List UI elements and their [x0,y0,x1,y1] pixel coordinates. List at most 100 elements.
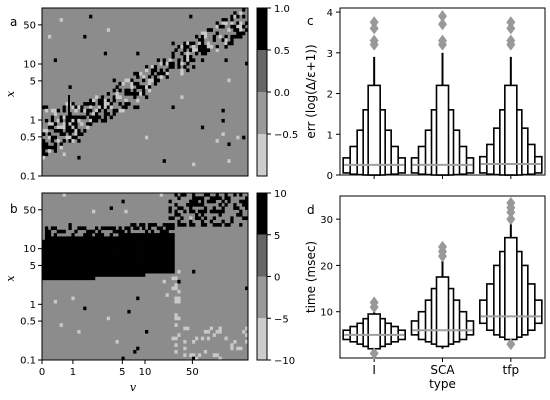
heatmap-cell [121,105,125,110]
heatmap-cell [200,199,205,204]
heatmap-cell [124,102,128,106]
heatmap-cell [56,246,60,251]
heatmap-cell [212,206,216,210]
heatmap-cell [124,273,128,277]
heatmap-cell [53,243,58,247]
heatmap-cell [106,256,110,261]
heatmap-cell [118,102,122,106]
heatmap-cell [139,239,143,244]
heatmap-cell [147,243,152,247]
heatmap-cell [162,263,166,267]
heatmap-cell [94,263,99,267]
y-tick-label: 10 [23,244,36,255]
heatmap-cell [130,266,134,271]
heatmap-cell [97,105,102,110]
heatmap-cell [145,253,149,257]
heatmap-cell [150,256,155,261]
heatmap-cell [59,246,63,251]
colorbar-level [257,234,267,277]
heatmap-cell [59,243,63,247]
heatmap-cell [62,266,66,271]
heatmap-cell [156,58,161,63]
heatmap-cell [62,193,66,197]
heatmap-cell [112,249,116,254]
heatmap-cell [153,233,158,237]
x-tick-label: 0 [39,367,45,378]
heatmap-cell [89,276,93,281]
heatmap-cell [80,246,84,251]
heatmap-cell [165,226,169,231]
heatmap-cell [189,199,193,204]
heatmap-cell [230,24,234,29]
heatmap-cell [112,108,116,113]
heatmap-cell [156,263,161,267]
heatmap-cell [150,233,155,237]
heatmap-cell [44,152,49,157]
heatmap-cell [153,75,158,79]
heatmap-cell [53,145,58,150]
panel-c: 0 1 2 3 4 err (log(Δ/ε+1)) [304,7,546,182]
y-tick-label: 0.5 [20,317,36,328]
heatmap-cell [147,75,152,79]
heatmap-cell [165,253,169,257]
heatmap-cell [209,209,213,214]
heatmap-cell [124,226,128,231]
heatmap-cell [112,236,116,241]
heatmap-cell [242,8,246,12]
heatmap-cell [80,105,84,110]
heatmap-cell [83,128,87,133]
heatmap-cell [56,125,60,130]
heatmap-cell [136,269,140,274]
heatmap-cell [224,58,228,63]
heatmap-cell [100,249,105,254]
heatmap-cells [42,193,249,361]
heatmap-cell [65,102,69,106]
panel-d: 10 20 30 time (msec) I SCA tfp type [304,195,546,391]
heatmap-cell [233,339,237,344]
heatmap-cell [74,115,78,120]
heatmap-cell [77,329,81,334]
heatmap-cell [239,34,243,39]
heatmap-cell [74,246,78,251]
heatmap-cell [103,226,108,231]
heatmap-cell [130,249,134,254]
heatmap-cell [142,85,146,89]
heatmap-cell [44,118,49,123]
heatmap-cell [212,196,216,200]
heatmap-cell [68,236,72,241]
heatmap-cell [165,229,169,234]
heatmap-cell [62,243,66,247]
heatmap-cell [127,266,131,271]
heatmap-cell [109,115,113,120]
heatmap-cell [89,263,93,267]
heatmap-cell [124,98,128,103]
heatmap-cell [130,92,134,96]
heatmap-cell [44,128,49,133]
heatmap-cell [89,14,93,19]
heatmap-cell [174,349,178,354]
heatmap-cell [65,128,69,133]
heatmap-cell [150,249,155,254]
heatmap-cell [239,11,243,16]
outlier-marker [369,296,379,309]
heatmap-cell [89,253,93,257]
heatmap-cell [68,122,72,126]
heatmap-cell [159,71,163,76]
heatmap-cell [62,108,66,113]
heatmap-cell [168,206,172,210]
colorbar-level [257,193,267,235]
panel-label-a: a [10,15,17,29]
heatmap-cell [103,105,108,110]
heatmap-cell [180,44,184,49]
heatmap-cell [221,219,225,224]
heatmap-cell [121,253,125,257]
colorbar-tick-label: 0.5 [274,46,290,57]
heatmap-cell [156,78,161,83]
heatmap-cell [65,273,69,277]
heatmap-cell [142,273,146,277]
heatmap-cell [192,58,196,63]
heatmap-cell [89,233,93,237]
heatmap-cell [203,44,208,49]
heatmap-cell [203,31,208,36]
heatmap-cell [47,243,52,247]
